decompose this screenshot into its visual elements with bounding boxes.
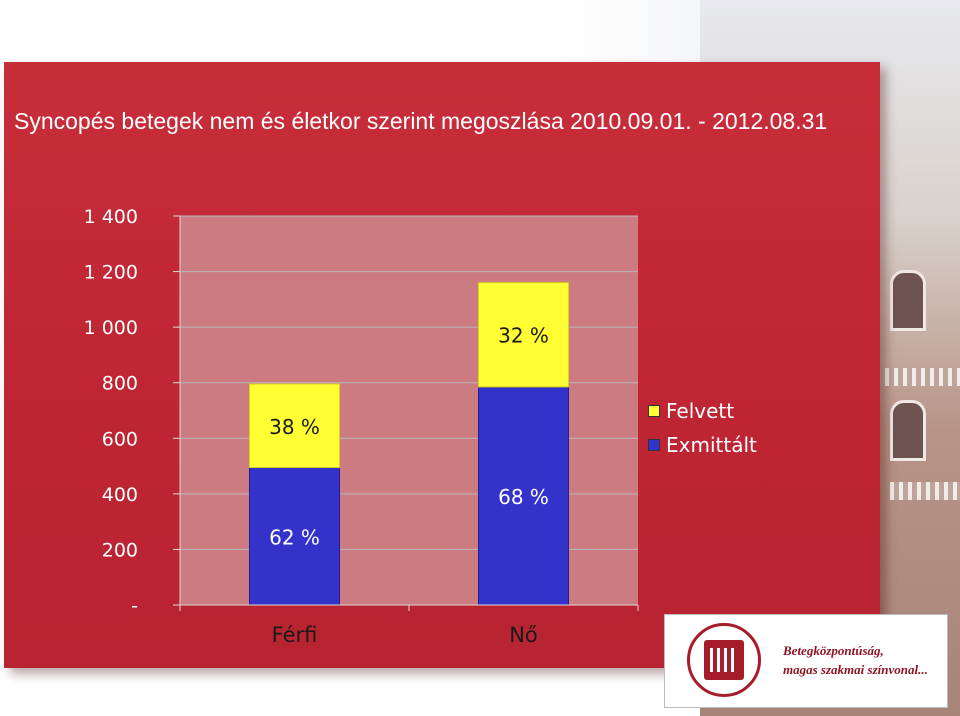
y-tick-label: 1 000 <box>84 317 138 339</box>
hospital-slogan: Betegközpontúság, magas szakmai színvona… <box>783 641 928 679</box>
legend-swatch-exmittalt <box>648 439 660 451</box>
x-tick-label: Férfi <box>272 623 318 647</box>
data-label-exmittalt: 62 % <box>269 525 320 549</box>
legend-label: Exmittált <box>666 433 757 457</box>
y-tick-label: 600 <box>102 428 138 450</box>
plot-area <box>180 216 638 605</box>
axes <box>179 216 639 611</box>
data-label-felvett: 32 % <box>498 324 549 348</box>
bars <box>249 282 569 606</box>
data-label-exmittalt: 68 % <box>498 485 549 509</box>
chart-legend: Felvett Exmittált <box>648 394 757 462</box>
x-axis-tick-labels: Férfi Nő <box>272 623 538 647</box>
building-balustrade <box>876 368 960 386</box>
y-tick-label: 400 <box>102 484 138 506</box>
bar-felvett-frfi <box>249 383 340 468</box>
data-label-felvett: 38 % <box>269 415 320 439</box>
building-window <box>890 270 926 331</box>
building-window <box>890 400 926 461</box>
bar-exmittlt-n <box>478 386 569 606</box>
y-tick-label: 1 400 <box>84 206 138 228</box>
hospital-seal-logo <box>687 623 761 697</box>
y-axis-tick-labels: - 200 400 600 800 1 000 1 200 1 400 <box>84 206 138 617</box>
y-tick-label: - <box>131 595 138 617</box>
data-labels: 62 % 38 % 68 % 32 % <box>269 324 549 550</box>
slogan-line-1: Betegközpontúság, <box>783 643 884 658</box>
slide-title: Syncopés betegek nem és életkor szerint … <box>14 108 828 134</box>
legend-swatch-felvett <box>648 405 660 417</box>
legend-label: Felvett <box>666 399 735 423</box>
bar-felvett-n <box>478 282 569 388</box>
building-icon <box>704 640 744 680</box>
x-tick-label: Nő <box>509 623 538 647</box>
y-tick-label: 200 <box>102 539 138 561</box>
legend-item-exmittalt: Exmittált <box>648 428 757 462</box>
slogan-line-2: magas szakmai színvonal... <box>783 662 928 677</box>
legend-item-felvett: Felvett <box>648 394 757 428</box>
building-balustrade <box>890 482 960 500</box>
bar-exmittlt-frfi <box>249 466 340 606</box>
hospital-logo: Betegközpontúság, magas szakmai színvona… <box>664 614 948 708</box>
y-tick-label: 800 <box>102 373 138 395</box>
y-tick-label: 1 200 <box>84 262 138 284</box>
